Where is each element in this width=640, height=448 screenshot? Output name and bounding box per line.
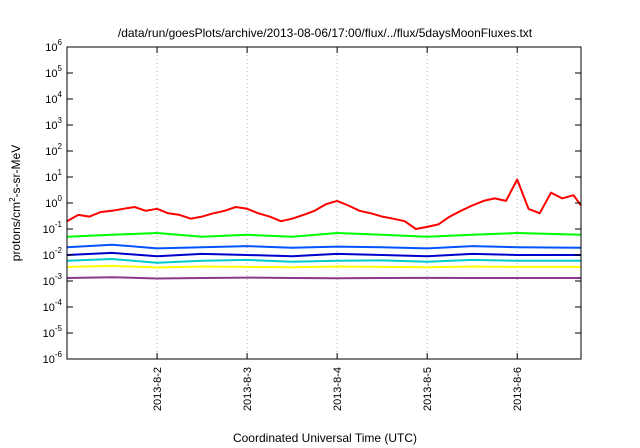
x-axis-label: Coordinated Universal Time (UTC) bbox=[233, 431, 417, 445]
series-line-2 bbox=[66, 232, 582, 238]
series-line-3 bbox=[66, 243, 582, 250]
grid bbox=[156, 47, 518, 359]
y-tick-label: 10-4 bbox=[43, 298, 63, 314]
y-tick-label: 100 bbox=[45, 194, 62, 210]
y-tick-label: 10-3 bbox=[43, 272, 63, 288]
y-ticks: 10-6 10-5 10-4 10-3 10-2 10-1 100 101 102 103 104 1… bbox=[43, 38, 581, 366]
series-line-1 bbox=[66, 178, 582, 230]
series-group bbox=[66, 178, 582, 280]
x-tick-label: 2013-8-3 bbox=[242, 367, 254, 411]
x-ticks: 2013-8-2 2013-8-3 2013-8-4 2013-8-5 2013-8-6 bbox=[152, 47, 524, 411]
y-tick-label: 102 bbox=[45, 142, 62, 158]
y-tick-label: 10-5 bbox=[43, 324, 63, 340]
series-line-6 bbox=[66, 264, 581, 269]
series-line-5 bbox=[66, 258, 581, 264]
chart-title: /data/run/goesPlots/archive/2013-08-06/1… bbox=[118, 26, 533, 40]
series-line-7 bbox=[66, 276, 581, 280]
y-axis-label: protons/cm2-s-sr-MeV bbox=[8, 145, 23, 261]
x-tick-label: 2013-8-4 bbox=[332, 367, 344, 411]
y-tick-label: 103 bbox=[45, 116, 62, 132]
y-tick-label: 104 bbox=[45, 90, 62, 106]
y-tick-label: 105 bbox=[45, 64, 62, 80]
y-tick-label: 10-2 bbox=[43, 246, 63, 262]
y-tick-label: 10-6 bbox=[43, 350, 63, 366]
y-tick-label: 106 bbox=[45, 38, 62, 54]
y-tick-label: 10-1 bbox=[43, 220, 63, 236]
x-tick-label: 2013-8-5 bbox=[422, 367, 434, 411]
plot-frame bbox=[66, 46, 582, 360]
y-tick-label: 101 bbox=[45, 168, 62, 184]
x-tick-label: 2013-8-6 bbox=[512, 367, 524, 411]
x-tick-label: 2013-8-2 bbox=[152, 367, 164, 411]
series-line-4 bbox=[66, 251, 581, 258]
